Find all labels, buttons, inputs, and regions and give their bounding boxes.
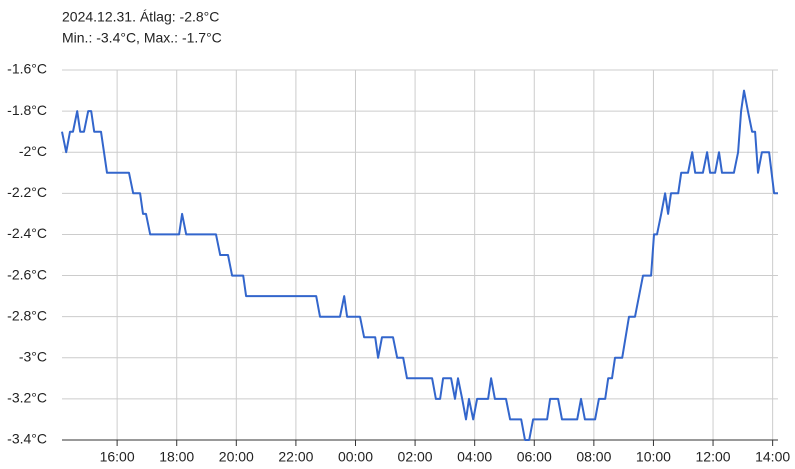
y-tick-label: -3°C xyxy=(19,348,47,364)
x-tick-label: 00:00 xyxy=(338,449,373,465)
x-tick-label: 04:00 xyxy=(457,449,492,465)
chart-title: 2024.12.31. Átlag: -2.8°C xyxy=(62,9,219,25)
y-tick-label: -3.4°C xyxy=(7,431,47,447)
x-tick-label: 20:00 xyxy=(219,449,254,465)
x-tick-label: 08:00 xyxy=(576,449,611,465)
y-tick-label: -2°C xyxy=(19,143,47,159)
x-tick-label: 14:00 xyxy=(755,449,790,465)
x-tick-label: 22:00 xyxy=(278,449,313,465)
x-tick-label: 06:00 xyxy=(517,449,552,465)
y-tick-label: -3.2°C xyxy=(7,390,47,406)
chart-subtitle: Min.: -3.4°C, Max.: -1.7°C xyxy=(62,30,222,46)
y-tick-label: -1.6°C xyxy=(7,61,47,77)
y-tick-label: -2.6°C xyxy=(7,266,47,282)
y-tick-label: -2.8°C xyxy=(7,307,47,323)
x-tick-label: 18:00 xyxy=(159,449,194,465)
x-tick-label: 02:00 xyxy=(398,449,433,465)
x-tick-label: 10:00 xyxy=(636,449,671,465)
x-tick-label: 16:00 xyxy=(100,449,135,465)
y-tick-label: -2.4°C xyxy=(7,225,47,241)
y-tick-label: -1.8°C xyxy=(7,102,47,118)
y-tick-label: -2.2°C xyxy=(7,184,47,200)
x-tick-label: 12:00 xyxy=(696,449,731,465)
data-line xyxy=(61,89,778,441)
